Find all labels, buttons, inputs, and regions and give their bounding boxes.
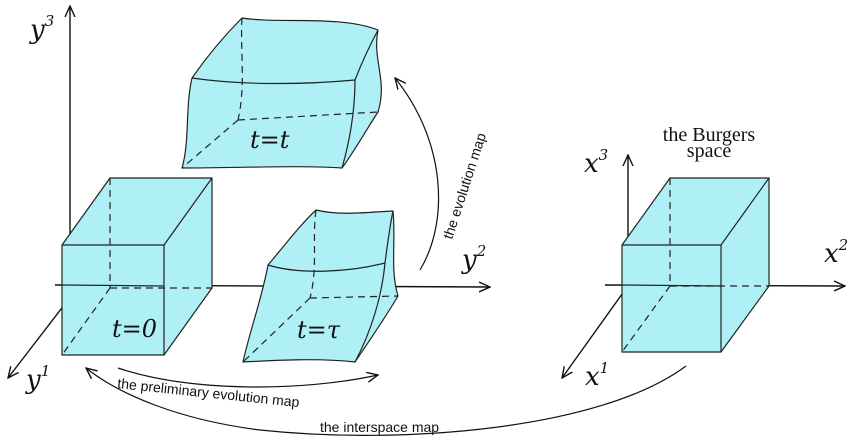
cube-label-t0: t=0 — [112, 315, 157, 343]
preliminary-map-arrow — [117, 367, 378, 388]
interspace-map-arrow — [86, 365, 687, 436]
cube-label-tt: t=t — [250, 126, 290, 154]
cube-tt — [181, 17, 382, 169]
cube-label-ttau: t=τ — [297, 316, 341, 344]
space-title-line1: the Burgers — [663, 124, 756, 146]
evolution-map-label: the evolution map — [440, 131, 489, 241]
cube-burgers — [621, 177, 770, 353]
y2-label: y2 — [461, 242, 486, 275]
space-title-line2: space — [687, 140, 732, 162]
cube-ttau — [242, 209, 399, 363]
cube-t0 — [55, 177, 213, 356]
x3-label: x3 — [584, 146, 608, 179]
y1-label: y1 — [25, 362, 50, 395]
evolution-map-arrow — [395, 78, 440, 271]
x2-label: x2 — [824, 236, 848, 269]
interspace-map-label: the interspace map — [320, 419, 439, 435]
x1-label: x1 — [585, 359, 609, 392]
preliminary-map-label: the preliminary evolution map — [117, 375, 301, 410]
y3-label: y3 — [29, 12, 54, 45]
